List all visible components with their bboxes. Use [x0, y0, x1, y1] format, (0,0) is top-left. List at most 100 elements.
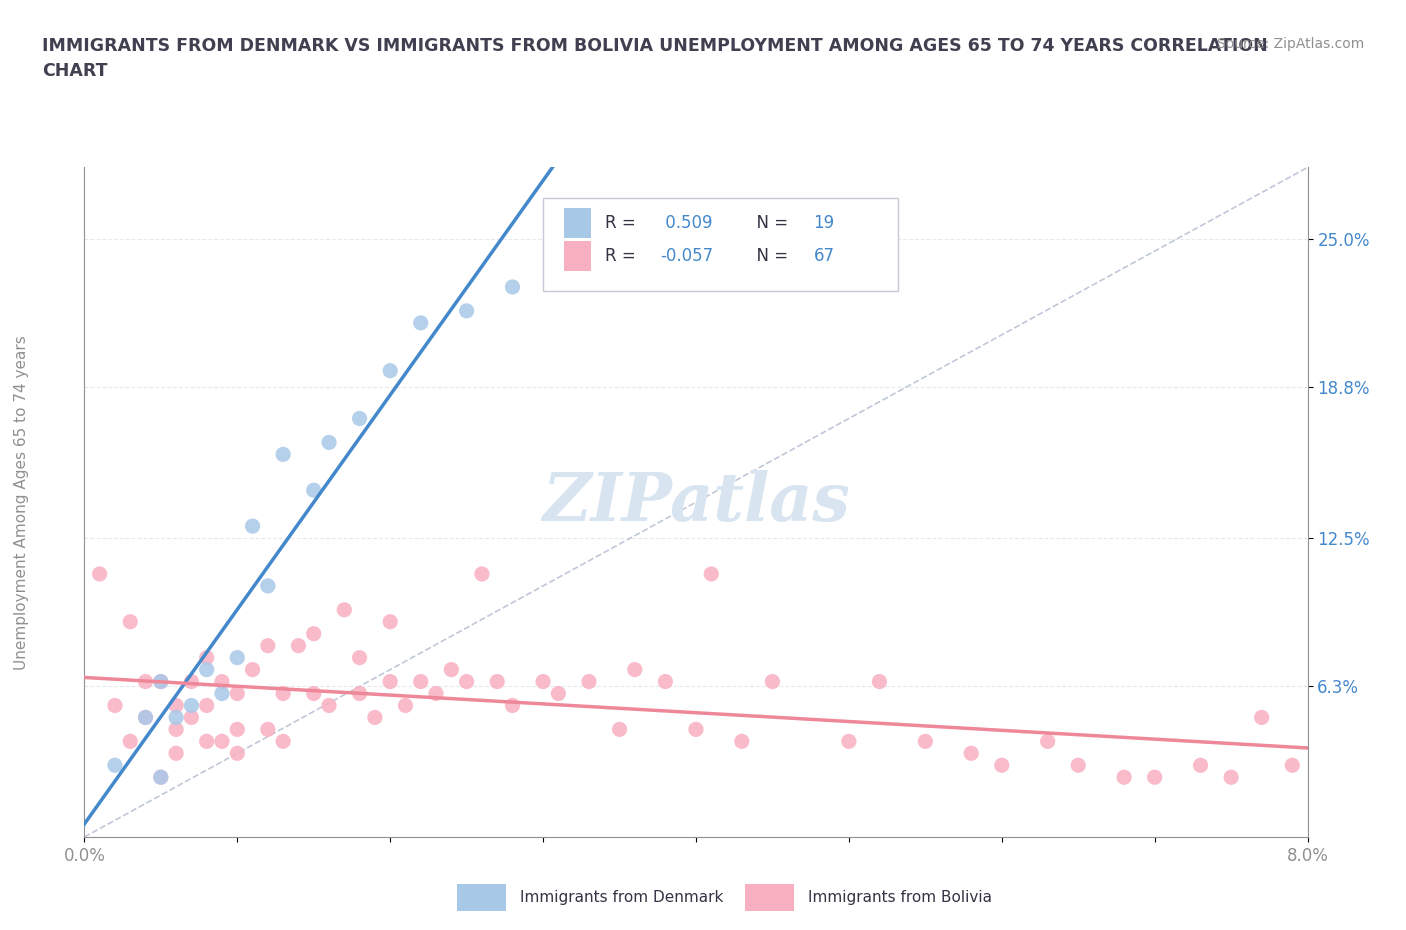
- Point: [271, 686, 294, 701]
- Point: [120, 615, 142, 630]
- Point: [380, 364, 402, 379]
- Point: [364, 710, 387, 724]
- Point: [287, 638, 309, 653]
- Point: [242, 519, 264, 534]
- Point: [838, 734, 860, 749]
- Point: [394, 698, 416, 713]
- Point: [180, 710, 202, 724]
- Point: [165, 710, 187, 724]
- Point: [456, 303, 478, 318]
- FancyBboxPatch shape: [543, 197, 898, 291]
- Point: [271, 447, 294, 462]
- Point: [609, 722, 631, 737]
- Point: [409, 315, 432, 330]
- Point: [501, 280, 523, 295]
- Point: [456, 674, 478, 689]
- Point: [149, 674, 172, 689]
- Point: [960, 746, 983, 761]
- Point: [349, 650, 371, 665]
- Text: R =: R =: [606, 247, 641, 265]
- Text: IMMIGRANTS FROM DENMARK VS IMMIGRANTS FROM BOLIVIA UNEMPLOYMENT AMONG AGES 65 TO: IMMIGRANTS FROM DENMARK VS IMMIGRANTS FR…: [42, 37, 1268, 80]
- Point: [1189, 758, 1212, 773]
- Point: [226, 650, 249, 665]
- Point: [271, 734, 294, 749]
- Point: [195, 734, 218, 749]
- Point: [1114, 770, 1136, 785]
- Point: [211, 686, 233, 701]
- Text: N =: N =: [747, 214, 793, 232]
- Point: [1036, 734, 1059, 749]
- Point: [349, 686, 371, 701]
- Point: [700, 566, 723, 581]
- Text: ZIPatlas: ZIPatlas: [543, 470, 849, 535]
- Point: [165, 722, 187, 737]
- Point: [104, 698, 127, 713]
- Point: [624, 662, 647, 677]
- Point: [380, 615, 402, 630]
- Point: [165, 698, 187, 713]
- Point: [302, 686, 325, 701]
- Point: [731, 734, 754, 749]
- Point: [180, 698, 202, 713]
- Point: [547, 686, 569, 701]
- Point: [195, 662, 218, 677]
- Point: [471, 566, 494, 581]
- Point: [409, 674, 432, 689]
- Text: Immigrants from Denmark: Immigrants from Denmark: [520, 890, 724, 905]
- FancyBboxPatch shape: [457, 884, 506, 911]
- Point: [380, 674, 402, 689]
- Point: [104, 758, 127, 773]
- Point: [1250, 710, 1272, 724]
- Point: [654, 674, 676, 689]
- Text: 0.509: 0.509: [661, 214, 713, 232]
- FancyBboxPatch shape: [564, 207, 591, 238]
- Point: [990, 758, 1012, 773]
- Point: [165, 746, 187, 761]
- Text: Source: ZipAtlas.com: Source: ZipAtlas.com: [1216, 37, 1364, 51]
- Text: N =: N =: [747, 247, 793, 265]
- Point: [486, 674, 509, 689]
- Point: [869, 674, 891, 689]
- Point: [211, 734, 233, 749]
- Point: [89, 566, 111, 581]
- Text: Immigrants from Bolivia: Immigrants from Bolivia: [808, 890, 993, 905]
- Text: Unemployment Among Ages 65 to 74 years: Unemployment Among Ages 65 to 74 years: [14, 335, 28, 670]
- Point: [1281, 758, 1303, 773]
- Point: [349, 411, 371, 426]
- Text: R =: R =: [606, 214, 641, 232]
- Point: [685, 722, 707, 737]
- Point: [135, 674, 157, 689]
- FancyBboxPatch shape: [564, 241, 591, 272]
- Text: 67: 67: [814, 247, 834, 265]
- Point: [149, 770, 172, 785]
- Point: [257, 638, 280, 653]
- Point: [195, 650, 218, 665]
- Point: [195, 698, 218, 713]
- Point: [257, 722, 280, 737]
- Point: [149, 674, 172, 689]
- Point: [1220, 770, 1243, 785]
- Point: [531, 674, 554, 689]
- Point: [761, 674, 783, 689]
- Point: [135, 710, 157, 724]
- Point: [242, 662, 264, 677]
- Point: [318, 698, 340, 713]
- Point: [914, 734, 936, 749]
- Point: [226, 722, 249, 737]
- Point: [1143, 770, 1166, 785]
- Point: [425, 686, 447, 701]
- Text: -0.057: -0.057: [661, 247, 714, 265]
- Point: [302, 626, 325, 641]
- Point: [120, 734, 142, 749]
- Point: [501, 698, 523, 713]
- Point: [211, 674, 233, 689]
- Point: [180, 674, 202, 689]
- Point: [135, 710, 157, 724]
- Point: [578, 674, 600, 689]
- FancyBboxPatch shape: [745, 884, 794, 911]
- Point: [226, 686, 249, 701]
- Point: [257, 578, 280, 593]
- Point: [226, 746, 249, 761]
- Point: [302, 483, 325, 498]
- Point: [440, 662, 463, 677]
